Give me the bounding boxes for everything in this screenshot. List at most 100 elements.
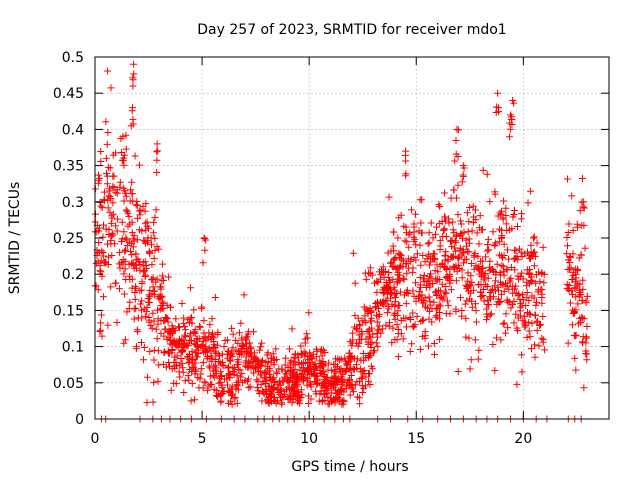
data-point bbox=[308, 355, 316, 363]
data-point bbox=[527, 276, 535, 284]
data-point bbox=[118, 156, 126, 164]
data-point bbox=[187, 284, 195, 292]
data-point bbox=[357, 368, 365, 376]
data-point bbox=[582, 347, 590, 355]
data-point bbox=[518, 368, 526, 376]
data-point bbox=[430, 351, 438, 359]
data-point bbox=[154, 347, 162, 355]
data-point bbox=[458, 306, 466, 314]
data-point bbox=[182, 326, 190, 334]
data-point bbox=[472, 307, 480, 315]
data-point bbox=[518, 269, 526, 277]
data-point bbox=[498, 232, 506, 240]
data-point bbox=[272, 345, 280, 353]
data-point bbox=[143, 373, 151, 381]
data-point bbox=[319, 368, 327, 376]
data-point bbox=[568, 275, 576, 283]
data-point bbox=[167, 386, 175, 394]
data-point bbox=[264, 399, 272, 407]
data-point bbox=[176, 361, 184, 369]
data-point bbox=[132, 201, 140, 209]
data-point bbox=[425, 315, 433, 323]
data-point bbox=[190, 340, 198, 348]
data-point bbox=[245, 384, 253, 392]
data-point bbox=[518, 351, 526, 359]
data-point bbox=[539, 312, 547, 320]
data-point bbox=[461, 300, 469, 308]
data-point bbox=[324, 400, 332, 408]
data-point bbox=[343, 360, 351, 368]
data-point bbox=[202, 348, 210, 356]
data-point bbox=[127, 247, 135, 255]
data-point bbox=[402, 157, 410, 165]
data-point bbox=[512, 310, 520, 318]
data-point bbox=[343, 361, 351, 369]
data-point bbox=[239, 379, 247, 387]
x-tick-label: 0 bbox=[91, 431, 100, 447]
data-point bbox=[458, 266, 466, 274]
data-point bbox=[524, 199, 532, 207]
data-point bbox=[365, 377, 373, 385]
data-point bbox=[235, 347, 243, 355]
data-point bbox=[510, 210, 518, 218]
data-point bbox=[500, 319, 508, 327]
data-point bbox=[142, 200, 150, 208]
data-point bbox=[514, 292, 522, 300]
data-point bbox=[576, 207, 584, 215]
data-point bbox=[569, 306, 577, 314]
data-point bbox=[146, 347, 154, 355]
data-point bbox=[532, 279, 540, 287]
data-point bbox=[149, 274, 157, 282]
data-point bbox=[410, 220, 418, 228]
data-point bbox=[349, 388, 357, 396]
data-point bbox=[192, 353, 200, 361]
data-point bbox=[580, 384, 588, 392]
data-point bbox=[106, 187, 114, 195]
data-point bbox=[416, 196, 424, 204]
data-point bbox=[107, 219, 115, 227]
data-point bbox=[523, 278, 531, 286]
data-point bbox=[435, 308, 443, 316]
data-point bbox=[428, 305, 436, 313]
data-point bbox=[318, 345, 326, 353]
data-point bbox=[261, 373, 269, 381]
data-point bbox=[153, 140, 161, 148]
data-point bbox=[106, 164, 114, 172]
data-point bbox=[272, 397, 280, 405]
data-point bbox=[250, 328, 258, 336]
data-point bbox=[525, 297, 533, 305]
data-point bbox=[153, 335, 161, 343]
data-point bbox=[368, 271, 376, 279]
data-point bbox=[234, 339, 242, 347]
data-point bbox=[566, 254, 574, 262]
data-point bbox=[499, 320, 507, 328]
data-point bbox=[150, 255, 158, 263]
data-point bbox=[486, 311, 494, 319]
data-point bbox=[497, 271, 505, 279]
data-point bbox=[578, 174, 586, 182]
data-point bbox=[129, 120, 137, 128]
data-point bbox=[142, 226, 150, 234]
data-point bbox=[394, 353, 402, 361]
data-point bbox=[295, 358, 303, 366]
data-point bbox=[533, 327, 541, 335]
data-point bbox=[128, 190, 136, 198]
data-point bbox=[409, 287, 417, 295]
data-point bbox=[502, 204, 510, 212]
data-point bbox=[507, 113, 515, 121]
data-point bbox=[247, 349, 255, 357]
data-point bbox=[159, 299, 167, 307]
data-point bbox=[288, 325, 296, 333]
data-point bbox=[236, 366, 244, 374]
data-point bbox=[205, 382, 213, 390]
data-point bbox=[352, 325, 360, 333]
data-point bbox=[223, 350, 231, 358]
data-point bbox=[572, 366, 580, 374]
data-point bbox=[466, 365, 474, 373]
data-point bbox=[331, 399, 339, 407]
data-point bbox=[393, 264, 401, 272]
data-point bbox=[175, 323, 183, 331]
data-point bbox=[149, 229, 157, 237]
data-point bbox=[157, 285, 165, 293]
data-point bbox=[200, 234, 208, 242]
